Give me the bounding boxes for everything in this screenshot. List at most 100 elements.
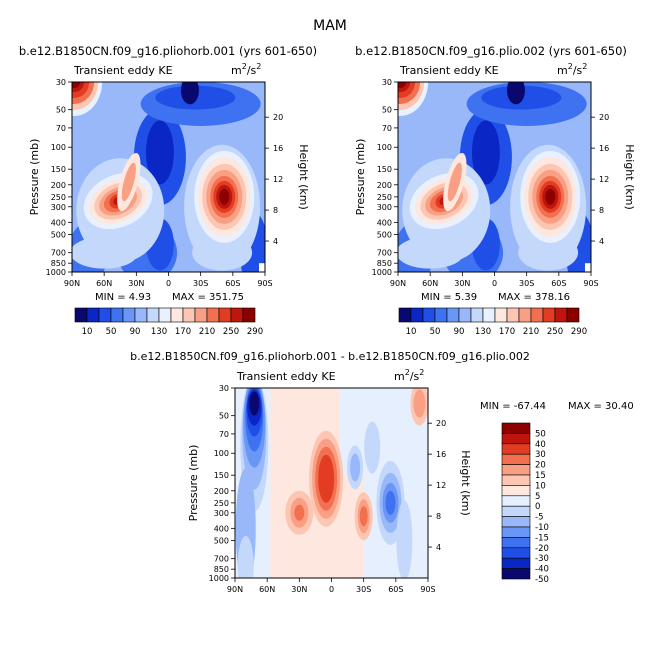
latitude-tick-label: 30N bbox=[454, 279, 470, 288]
latitude-tick-label: 90N bbox=[227, 585, 243, 594]
colorbar-box bbox=[542, 307, 556, 323]
latitude-tick-label: 90N bbox=[64, 279, 80, 288]
panel-diff-ylabel-right: Height (km) bbox=[459, 450, 472, 516]
pressure-tick-label: 850 bbox=[377, 259, 392, 268]
latitude-tick-label: 90S bbox=[420, 585, 435, 594]
pressure-tick-label: 1000 bbox=[46, 268, 66, 277]
latitude-tick-label: 0 bbox=[492, 279, 497, 288]
panel-right-height-axis: 20 16 12 8 4 bbox=[591, 113, 609, 246]
colorbar-box bbox=[501, 516, 531, 528]
colorbar-box bbox=[501, 485, 531, 497]
panel-diff-x-axis: 90N 60N 30N 0 30S 60S 90S bbox=[227, 578, 436, 594]
diff-nh-subtropical-pos bbox=[294, 504, 305, 521]
colorbar-box bbox=[422, 307, 436, 323]
latitude-tick-label: 90S bbox=[583, 279, 598, 288]
colorbar-box bbox=[146, 307, 160, 323]
pressure-tick-label: 200 bbox=[214, 487, 229, 496]
field-missing-data bbox=[259, 263, 265, 272]
colorbar-label: 15 bbox=[535, 471, 546, 481]
pressure-tick-label: 1000 bbox=[209, 574, 229, 583]
height-tick-label: 12 bbox=[599, 175, 609, 184]
colorbar-label: 50 bbox=[430, 327, 441, 337]
panel-right-field bbox=[398, 82, 591, 272]
panel-right-ylabel: Pressure (mb) bbox=[354, 139, 367, 216]
panel-diff-title: b.e12.B1850CN.f09_g16.pliohorb.001 - b.e… bbox=[130, 350, 530, 363]
colorbar-label: 50 bbox=[106, 327, 117, 337]
panel-right-x-axis: 90N 60N 30N 0 30S 60S 90S bbox=[390, 272, 599, 288]
height-tick-label: 12 bbox=[436, 481, 446, 490]
colorbar-label: 130 bbox=[475, 327, 491, 337]
season-title: MAM bbox=[313, 18, 347, 34]
colorbar-box bbox=[566, 307, 580, 323]
colorbar-box bbox=[122, 307, 136, 323]
colorbar-label: 210 bbox=[523, 327, 539, 337]
colorbar-label: 40 bbox=[535, 440, 546, 450]
colorbar-box bbox=[501, 422, 531, 434]
latitude-tick-label: 60N bbox=[259, 585, 275, 594]
pressure-tick-label: 70 bbox=[219, 430, 229, 439]
pressure-tick-label: 70 bbox=[56, 124, 66, 133]
colorbar-box bbox=[518, 307, 532, 323]
diff-sh-polar-pos bbox=[413, 389, 426, 418]
pressure-tick-label: 200 bbox=[377, 181, 392, 190]
pressure-tick-label: 200 bbox=[51, 181, 66, 190]
colorbar-box bbox=[501, 474, 531, 486]
panel-diff-field bbox=[235, 388, 428, 578]
panel-diff-height-axis: 20 16 12 8 4 bbox=[428, 419, 446, 552]
height-tick-label: 4 bbox=[599, 237, 604, 246]
field-nh-surface-halo bbox=[72, 236, 139, 269]
colorbar-box bbox=[501, 568, 531, 580]
colorbar-label: 130 bbox=[151, 327, 167, 337]
panel-diff-max-label: MAX = 30.40 bbox=[568, 401, 634, 412]
pressure-tick-label: 700 bbox=[214, 555, 229, 564]
colorbar-box bbox=[458, 307, 472, 323]
pressure-tick-label: 100 bbox=[51, 143, 66, 152]
field-sh-jet bbox=[219, 188, 230, 205]
colorbar-box bbox=[501, 557, 531, 569]
latitude-tick-label: 60N bbox=[422, 279, 438, 288]
colorbar-box bbox=[501, 433, 531, 445]
panel-left-subtitle: Transient eddy KE bbox=[73, 64, 173, 77]
pressure-tick-label: 400 bbox=[377, 218, 392, 227]
pressure-tick-label: 150 bbox=[51, 165, 66, 174]
colorbar-label: 290 bbox=[247, 327, 263, 337]
panel-left-field bbox=[72, 82, 265, 272]
colorbar-label: 10 bbox=[406, 327, 417, 337]
pressure-tick-label: 70 bbox=[382, 124, 392, 133]
pressure-tick-label: 250 bbox=[51, 193, 66, 202]
colorbar-box bbox=[501, 453, 531, 465]
height-tick-label: 20 bbox=[436, 419, 446, 428]
diff-nh-surface bbox=[237, 535, 254, 578]
colorbar-box bbox=[206, 307, 220, 323]
colorbar-box bbox=[494, 307, 508, 323]
latitude-tick-label: 30S bbox=[356, 585, 371, 594]
diff-sh-strat-neg2 bbox=[364, 421, 381, 474]
colorbar-box bbox=[501, 537, 531, 549]
colorbar-label: -10 bbox=[535, 523, 549, 533]
panel-diff-ylabel: Pressure (mb) bbox=[187, 445, 200, 522]
panel-left-height-axis: 20 16 12 8 4 bbox=[265, 113, 283, 246]
colorbar-box bbox=[506, 307, 520, 323]
colorbar-label: 90 bbox=[454, 327, 465, 337]
pressure-tick-label: 50 bbox=[56, 106, 66, 115]
pressure-tick-label: 250 bbox=[377, 193, 392, 202]
pressure-tick-label: 50 bbox=[382, 106, 392, 115]
colorbar-label: -40 bbox=[535, 565, 549, 575]
colorbar-box bbox=[501, 495, 531, 507]
panel-left-colorbar: 10 50 90 130 170 210 250 290 bbox=[74, 307, 263, 337]
colorbar-label: 50 bbox=[535, 429, 546, 439]
pressure-tick-label: 300 bbox=[51, 203, 66, 212]
colorbar-box bbox=[501, 526, 531, 538]
colorbar-label: 30 bbox=[535, 450, 546, 460]
pressure-tick-label: 30 bbox=[219, 384, 229, 393]
panel-right-max-label: MAX = 378.16 bbox=[498, 292, 570, 303]
colorbar-box bbox=[501, 505, 531, 517]
colorbar-box bbox=[410, 307, 424, 323]
pressure-tick-label: 700 bbox=[377, 249, 392, 258]
panel-left-units: m2/s2 bbox=[231, 62, 261, 77]
height-tick-label: 4 bbox=[273, 237, 278, 246]
panel-diff-min-label: MIN = -67.44 bbox=[480, 401, 546, 412]
diff-sh-midlat-neg bbox=[385, 490, 396, 515]
